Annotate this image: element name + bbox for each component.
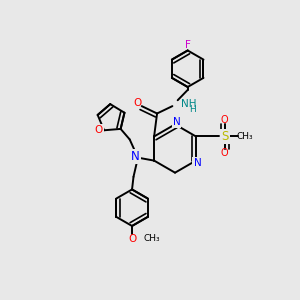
Text: S: S [221,130,229,143]
Text: N: N [172,117,180,127]
Text: O: O [221,115,229,125]
Text: O: O [128,234,136,244]
Text: O: O [221,148,229,158]
Text: O: O [95,125,103,135]
Text: H: H [190,105,196,114]
Text: CH₃: CH₃ [143,234,160,243]
Text: N: N [130,150,140,163]
Text: N: N [194,158,201,168]
Text: NH: NH [181,99,197,109]
Text: CH₃: CH₃ [236,132,253,141]
Text: O: O [134,98,142,108]
Text: F: F [185,40,191,50]
